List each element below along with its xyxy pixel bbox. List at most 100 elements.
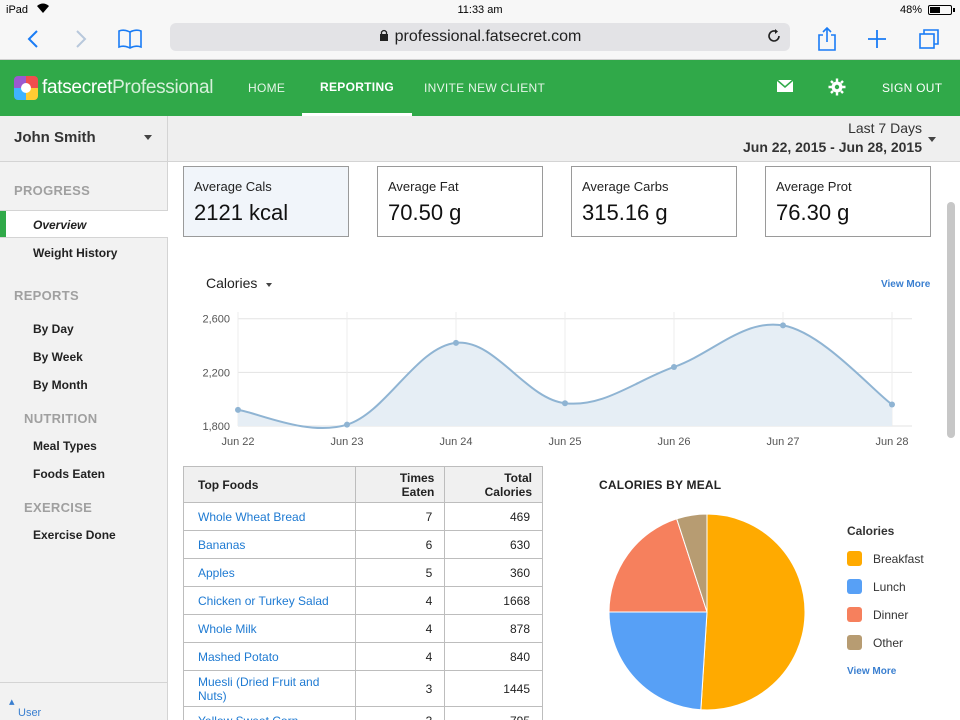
stat-label: Average Carbs bbox=[582, 179, 669, 194]
scrollbar[interactable] bbox=[947, 202, 955, 438]
stat-card-average-fat[interactable]: Average Fat 70.50 g bbox=[377, 166, 543, 237]
bookmarks-icon[interactable] bbox=[115, 24, 145, 54]
pie-slice-dinner[interactable] bbox=[608, 518, 708, 613]
food-link[interactable]: Bananas bbox=[183, 530, 356, 559]
chevron-down-icon bbox=[144, 135, 152, 140]
date-range-preset: Last 7 Days bbox=[848, 120, 922, 136]
stat-card-average-cals[interactable]: Average Cals 2121 kcal bbox=[183, 166, 349, 237]
pie-slice-lunch[interactable] bbox=[608, 611, 708, 711]
sidebar-item-by-week[interactable]: By Week bbox=[33, 350, 83, 364]
chevron-down-icon[interactable] bbox=[928, 137, 936, 142]
food-link[interactable]: Chicken or Turkey Salad bbox=[183, 586, 356, 615]
logo-icon bbox=[14, 76, 38, 100]
tabs-icon[interactable] bbox=[914, 24, 944, 54]
x-tick-label: Jun 23 bbox=[330, 436, 363, 448]
x-tick-label: Jun 28 bbox=[875, 436, 908, 448]
food-link[interactable]: Whole Wheat Bread bbox=[183, 502, 356, 531]
data-point-jun-24[interactable] bbox=[453, 339, 459, 346]
sidebar-item-foods-eaten[interactable]: Foods Eaten bbox=[33, 467, 106, 481]
y-tick-label: 2,600 bbox=[202, 314, 230, 326]
stat-value: 315.16 g bbox=[582, 200, 668, 225]
area-fill bbox=[238, 324, 892, 429]
view-more-link[interactable]: View More bbox=[847, 666, 897, 677]
stat-label: Average Prot bbox=[776, 179, 852, 194]
nav-invite-new-client[interactable]: INVITE NEW CLIENT bbox=[424, 81, 546, 95]
settings-gear-icon[interactable] bbox=[828, 78, 848, 98]
legend-label: Breakfast bbox=[873, 551, 924, 566]
sidebar-item-meal-types[interactable]: Meal Types bbox=[33, 439, 97, 453]
chart-metric-selector[interactable]: Calories bbox=[206, 275, 258, 291]
battery-percent: 48% bbox=[899, 4, 922, 16]
column-header-food[interactable]: Top Foods bbox=[183, 466, 356, 503]
legend-swatch bbox=[847, 635, 862, 650]
sidebar-section-progress: PROGRESS bbox=[14, 183, 91, 198]
nav-home[interactable]: HOME bbox=[248, 81, 286, 95]
client-name: John Smith bbox=[14, 129, 96, 146]
calories-by-meal-pie bbox=[608, 513, 806, 711]
mail-icon[interactable] bbox=[776, 78, 796, 98]
stat-card-average-prot[interactable]: Average Prot 76.30 g bbox=[765, 166, 931, 237]
browser-toolbar: professional.fatsecret.com bbox=[0, 20, 960, 60]
legend-item-dinner[interactable]: Dinner bbox=[847, 607, 908, 622]
total-calories-cell: 840 bbox=[444, 642, 543, 671]
user-info-toggle[interactable]: User info ▴ bbox=[0, 682, 168, 720]
back-icon[interactable] bbox=[18, 24, 48, 54]
sidebar-item-by-day[interactable]: By Day bbox=[33, 322, 74, 336]
sidebar-item-by-month[interactable]: By Month bbox=[33, 378, 88, 392]
client-selector[interactable]: John Smith bbox=[0, 116, 168, 162]
date-range-dates: Jun 22, 2015 - Jun 28, 2015 bbox=[743, 139, 922, 155]
legend-title: Calories bbox=[847, 524, 895, 538]
legend-item-breakfast[interactable]: Breakfast bbox=[847, 551, 924, 566]
top-foods-table: Top Foods Times Eaten Total Calories Who… bbox=[183, 466, 543, 720]
date-range-selector[interactable]: Last 7 Days Jun 22, 2015 - Jun 28, 2015 bbox=[743, 120, 922, 155]
pie-slice-breakfast[interactable] bbox=[700, 513, 806, 711]
new-tab-icon[interactable] bbox=[862, 24, 892, 54]
legend-item-lunch[interactable]: Lunch bbox=[847, 579, 906, 594]
chevron-down-icon[interactable] bbox=[266, 283, 272, 287]
wifi-icon bbox=[36, 2, 50, 17]
legend-label: Dinner bbox=[873, 607, 909, 622]
x-tick-label: Jun 24 bbox=[439, 436, 472, 448]
data-point-jun-27[interactable] bbox=[780, 322, 786, 329]
forward-icon[interactable] bbox=[66, 24, 96, 54]
table-row: Mashed Potato 4 840 bbox=[183, 642, 543, 671]
y-tick-label: 1,800 bbox=[202, 421, 230, 433]
legend-swatch bbox=[847, 607, 862, 622]
stat-label: Average Fat bbox=[388, 179, 459, 194]
food-link[interactable]: Apples bbox=[183, 558, 356, 587]
legend-swatch bbox=[847, 551, 862, 566]
sign-out-link[interactable]: SIGN OUT bbox=[882, 81, 943, 95]
food-link[interactable]: Muesli (Dried Fruit and Nuts) bbox=[183, 670, 356, 707]
sidebar-item-overview[interactable]: Overview bbox=[0, 210, 168, 238]
reload-icon[interactable] bbox=[766, 28, 782, 49]
sub-header: John Smith Last 7 Days Jun 22, 2015 - Ju… bbox=[0, 116, 960, 162]
url-bar[interactable]: professional.fatsecret.com bbox=[170, 23, 790, 51]
data-point-jun-23[interactable] bbox=[344, 421, 350, 428]
pie-slice-other[interactable] bbox=[676, 513, 708, 613]
sidebar-item-weight-history[interactable]: Weight History bbox=[33, 246, 118, 260]
device-name: iPad bbox=[6, 4, 29, 16]
view-more-link[interactable]: View More bbox=[881, 279, 931, 290]
sidebar-item-exercise-done[interactable]: Exercise Done bbox=[33, 528, 116, 542]
table-row: Chicken or Turkey Salad 4 1668 bbox=[183, 586, 543, 615]
column-header-times-eaten[interactable]: Times Eaten bbox=[354, 466, 446, 503]
times-eaten-cell: 3 bbox=[354, 706, 446, 720]
data-point-jun-26[interactable] bbox=[671, 363, 677, 370]
legend-label: Lunch bbox=[873, 579, 906, 594]
food-link[interactable]: Yellow Sweet Corn bbox=[183, 706, 356, 720]
times-eaten-cell: 3 bbox=[354, 670, 446, 707]
data-point-jun-22[interactable] bbox=[235, 406, 241, 413]
food-link[interactable]: Whole Milk bbox=[183, 614, 356, 643]
times-eaten-cell: 6 bbox=[354, 530, 446, 559]
share-icon[interactable] bbox=[812, 24, 842, 54]
fatsecret-logo[interactable]: fatsecret Professional bbox=[14, 76, 213, 100]
legend-item-other[interactable]: Other bbox=[847, 635, 903, 650]
table-row: Muesli (Dried Fruit and Nuts) 3 1445 bbox=[183, 670, 543, 707]
nav-reporting[interactable]: REPORTING bbox=[302, 60, 413, 116]
data-point-jun-28[interactable] bbox=[889, 401, 895, 408]
food-link[interactable]: Mashed Potato bbox=[183, 642, 356, 671]
stat-card-average-carbs[interactable]: Average Carbs 315.16 g bbox=[571, 166, 737, 237]
column-header-total-calories[interactable]: Total Calories bbox=[444, 466, 543, 503]
pie-chart-title: CALORIES BY MEAL bbox=[599, 478, 722, 492]
data-point-jun-25[interactable] bbox=[562, 400, 568, 407]
